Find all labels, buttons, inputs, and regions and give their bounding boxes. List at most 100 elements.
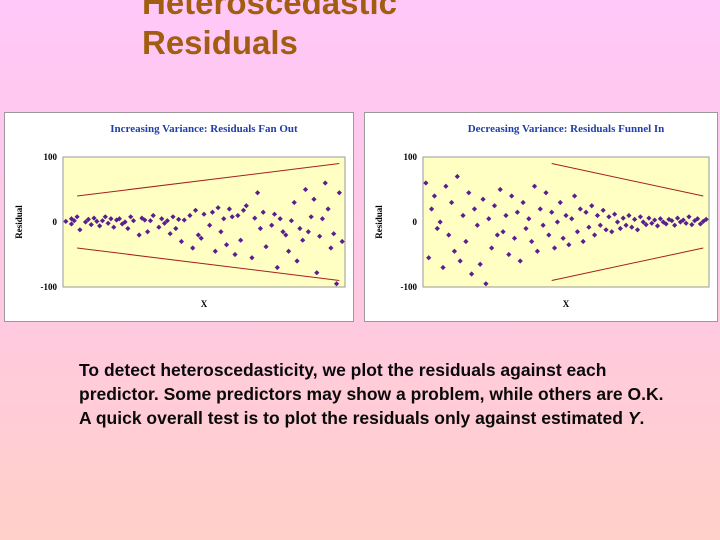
chart1-data-point <box>443 183 449 189</box>
chart1-data-point <box>669 218 675 224</box>
chart0-data-point <box>215 205 221 211</box>
chart1-data-point <box>589 203 595 209</box>
chart1-data-point <box>694 216 701 222</box>
chart1-y-tick-label: -100 <box>401 282 418 292</box>
chart0-data-point <box>294 258 300 264</box>
chart1-data-point <box>623 222 629 228</box>
chart0-data-point <box>274 264 280 271</box>
chart0-data-point <box>322 180 328 186</box>
chart1-data-point <box>654 223 661 229</box>
chart0-data-point <box>277 216 283 222</box>
chart0-data-point <box>170 214 176 220</box>
chart1-data-point <box>537 206 543 212</box>
chart1-data-point <box>497 186 503 193</box>
chart1-data-point <box>612 211 618 217</box>
chart0-data-point <box>300 237 306 243</box>
chart0-data-point <box>195 232 201 238</box>
chart0-data-point <box>102 214 108 220</box>
chart0-data-point <box>212 248 218 254</box>
chart-increasing-variance: Increasing Variance: Residuals Fan Out 10… <box>4 112 354 322</box>
chart1-data-point <box>517 258 523 264</box>
chart1-data-point <box>486 216 492 222</box>
body-text-main: To detect heteroscedasticity, we plot th… <box>79 360 664 428</box>
chart0-data-point <box>218 229 224 235</box>
chart0-x-axis-label: X <box>201 299 208 309</box>
chart1-y-tick-label: 0 <box>413 217 418 227</box>
chart0-data-point <box>339 238 345 245</box>
chart0-data-point <box>317 233 323 239</box>
chart0-data-point <box>226 206 232 212</box>
chart0-data-point <box>319 216 326 222</box>
chart0-data-point <box>229 214 235 220</box>
chart0-data-point <box>145 229 151 235</box>
chart1-data-point <box>426 255 432 261</box>
chart0-data-point <box>187 212 193 219</box>
chart1-data-point <box>617 225 623 232</box>
chart1-data-point <box>469 271 475 277</box>
chart-decreasing-variance: Decreasing Variance: Residuals Funnel In… <box>364 112 718 322</box>
chart1-data-point <box>609 229 615 235</box>
chart1-data-point <box>649 220 655 226</box>
chart0-data-point <box>291 199 297 206</box>
chart0-data-point <box>209 209 216 215</box>
chart1-data-point <box>666 216 672 222</box>
chart1-data-point <box>509 193 515 199</box>
chart0-data-point <box>161 220 168 226</box>
chart0-y-axis-label: Residual <box>14 205 24 239</box>
chart0-envelope-upper <box>77 163 340 197</box>
chart1-data-point <box>686 214 692 220</box>
chart1-data-point <box>626 212 632 219</box>
chart0-data-point <box>105 220 111 226</box>
chart0-data-point <box>235 212 241 219</box>
chart0-data-point <box>91 215 97 221</box>
chart0-data-point <box>336 190 342 196</box>
chart0-data-point <box>116 216 122 222</box>
chart0-data-point <box>308 214 314 220</box>
chart1-data-point <box>674 215 681 221</box>
chart1-data-point <box>569 216 575 222</box>
chart1-data-point <box>529 238 535 245</box>
chart0-data-point <box>249 255 255 261</box>
chart1-data-point <box>480 196 486 202</box>
chart0-data-point <box>113 217 120 223</box>
chart1-data-point <box>597 222 603 228</box>
chart1-data-point <box>634 227 641 233</box>
chart0-data-point <box>257 225 263 232</box>
chart0-data-point <box>108 216 114 222</box>
chart1-x-axis-label: X <box>563 299 570 309</box>
chart0-data-point <box>280 229 286 235</box>
chart1-data-point <box>563 212 569 219</box>
slide-title-line-1: Heteroscedastic <box>142 0 397 21</box>
chart0-data-point <box>288 218 295 224</box>
chart1-title: Decreasing Variance: Residuals Funnel In <box>468 123 665 135</box>
chart1-data-point <box>663 221 669 227</box>
chart0-data-point <box>311 196 317 202</box>
chart1-data-point <box>689 222 695 228</box>
chart1-y-tick-label: 100 <box>404 152 418 162</box>
chart0-data-point <box>232 251 238 258</box>
chart1-data-point <box>680 217 686 223</box>
chart1-y-axis-label: Residual <box>374 205 384 239</box>
chart0-data-point <box>221 216 227 222</box>
chart1-data-point <box>526 216 532 222</box>
chart1-data-point <box>566 242 572 248</box>
chart1-data-point <box>546 232 552 238</box>
chart0-data-point <box>142 217 148 223</box>
chart0-data-point <box>130 218 137 224</box>
chart0-data-point <box>125 225 131 232</box>
chart1-data-point <box>431 193 438 199</box>
body-text-end: . <box>639 408 645 428</box>
chart0-data-point <box>333 281 340 287</box>
chart0-data-point <box>99 218 106 224</box>
chart0-data-point <box>201 211 207 217</box>
chart0-data-point <box>240 207 247 213</box>
chart0-y-tick-label: -100 <box>41 282 58 292</box>
chart0-y-tick-label: 100 <box>44 152 58 162</box>
chart0-data-point <box>190 245 196 251</box>
chart1-data-point <box>629 224 635 230</box>
chart0-data-point <box>198 235 204 241</box>
chart1-data-point <box>620 215 626 221</box>
chart0-data-point <box>150 212 156 219</box>
chart0-data-point <box>178 238 185 245</box>
chart0-data-point <box>167 231 173 237</box>
